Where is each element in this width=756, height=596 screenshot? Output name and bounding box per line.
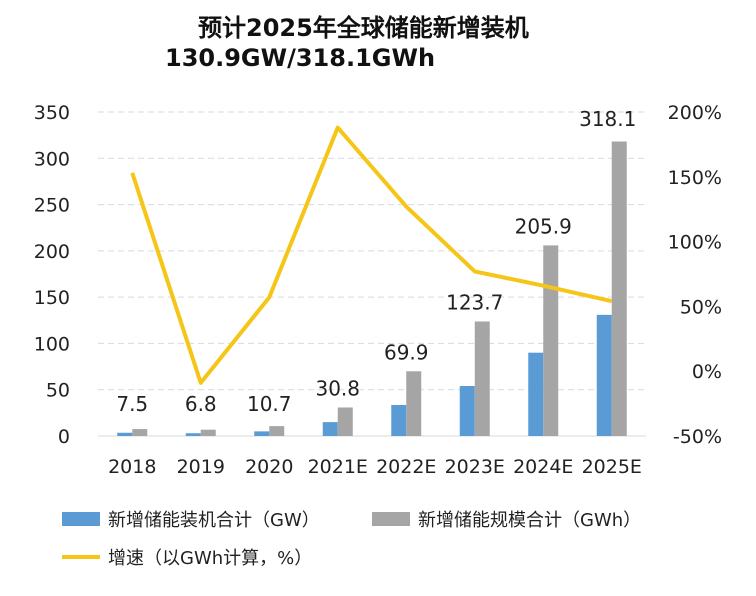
- legend-label-gw: 新增储能装机合计（GW）: [108, 510, 320, 531]
- legend-label-gwh: 新增储能规模合计（GWh）: [418, 510, 642, 531]
- bar-gwh: [200, 429, 216, 436]
- bar-gw: [596, 314, 612, 436]
- bar-gwh: [543, 245, 559, 436]
- right-tick-label: 50%: [680, 296, 722, 318]
- data-label: 318.1: [579, 107, 636, 131]
- bar-gw: [459, 386, 475, 436]
- bar-gw: [185, 433, 201, 436]
- data-label: 30.8: [315, 376, 360, 400]
- bar-gwh: [132, 429, 148, 436]
- x-tick-label: 2025E: [582, 456, 642, 478]
- left-tick-label: 200: [34, 241, 70, 263]
- bar-gwh: [269, 426, 285, 436]
- left-tick-label: 300: [34, 148, 70, 170]
- bar-gwh: [337, 407, 353, 436]
- right-tick-label: 100%: [668, 232, 722, 254]
- left-tick-label: 150: [34, 287, 70, 309]
- data-label: 10.7: [247, 392, 292, 416]
- right-tick-label: 150%: [668, 167, 722, 189]
- legend-swatch-growth: [62, 555, 100, 559]
- right-tick-label: 0%: [692, 361, 722, 383]
- bar-gwh: [611, 141, 627, 437]
- left-tick-label: 250: [34, 195, 70, 217]
- x-tick-label: 2020: [245, 456, 293, 478]
- bar-gwh: [474, 321, 490, 436]
- data-label: 6.8: [185, 392, 217, 416]
- left-tick-label: 100: [34, 333, 70, 355]
- bar-gw: [322, 422, 338, 436]
- x-tick-label: 2023E: [445, 456, 505, 478]
- data-label: 7.5: [116, 392, 148, 416]
- x-tick-label: 2021E: [308, 456, 368, 478]
- data-label: 69.9: [384, 340, 429, 364]
- legend-swatch-gw: [62, 512, 100, 526]
- legend-item-gw: 新增储能装机合计（GW）: [62, 506, 320, 532]
- x-tick-label: 2022E: [376, 456, 436, 478]
- left-tick-label: 0: [58, 426, 70, 448]
- bar-gwh: [406, 371, 422, 436]
- legend-swatch-gwh: [372, 512, 410, 526]
- growth-line: [130, 125, 613, 385]
- data-label: 123.7: [446, 290, 503, 314]
- chart-title: 预计2025年全球储能新增装机: [198, 14, 529, 42]
- legend-item-growth: 增速（以GWh计算，%）: [62, 544, 312, 570]
- bar-gw: [528, 352, 544, 436]
- bar-gw: [391, 404, 407, 436]
- x-tick-label: 2018: [108, 456, 156, 478]
- right-tick-label: 200%: [668, 102, 722, 124]
- x-tick-label: 2024E: [513, 456, 573, 478]
- bar-gw: [254, 431, 270, 436]
- chart-subtitle: 130.9GW/318.1GWh: [165, 44, 436, 72]
- left-tick-label: 350: [34, 102, 70, 124]
- legend-item-gwh: 新增储能规模合计（GWh）: [372, 506, 641, 532]
- x-tick-label: 2019: [177, 456, 225, 478]
- legend-label-growth: 增速（以GWh计算，%）: [108, 548, 313, 569]
- bar-gw: [117, 432, 133, 436]
- data-label: 205.9: [515, 214, 572, 238]
- right-tick-label: -50%: [673, 426, 722, 448]
- left-tick-label: 50: [46, 380, 70, 402]
